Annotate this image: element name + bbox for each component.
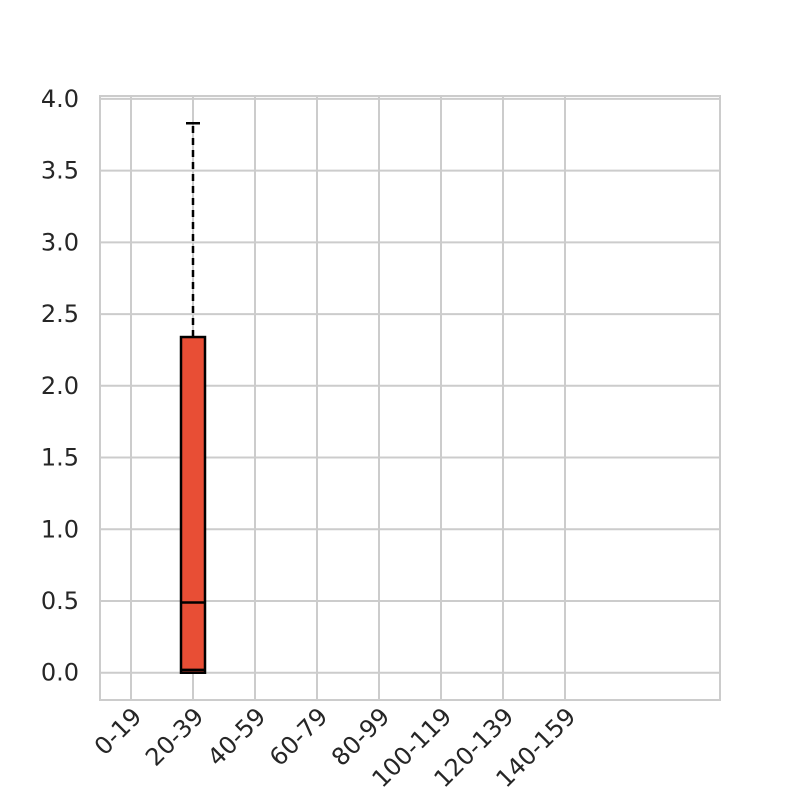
y-axis-tick-labels: 0.0 0.5 1.0 1.5 2.0 2.5 3.0 3.5 4.0 <box>41 85 79 687</box>
y-tick-label: 3.0 <box>41 228 79 256</box>
y-tick-label: 1.5 <box>41 444 79 472</box>
y-tick-label: 4.0 <box>41 85 79 113</box>
box-layer <box>179 122 207 674</box>
y-tick-label: 0.5 <box>41 587 79 615</box>
x-tick-label: 60-79 <box>264 702 333 771</box>
y-tick-label: 0.0 <box>41 659 79 687</box>
x-tick-label: 0-19 <box>89 702 147 760</box>
y-tick-label: 2.5 <box>41 300 79 328</box>
x-axis-tick-labels: 0-1920-3940-5960-7980-99100-119120-13914… <box>89 702 581 793</box>
box-body <box>179 335 207 674</box>
y-tick-label: 1.0 <box>41 515 79 543</box>
plot-frame <box>99 95 721 701</box>
y-tick-label: 3.5 <box>41 157 79 185</box>
plot-border <box>99 95 721 701</box>
y-tick-label: 2.0 <box>41 372 79 400</box>
x-tick-label: 20-39 <box>140 702 209 771</box>
grid-layer <box>100 96 720 700</box>
box-20-39 <box>179 122 207 674</box>
x-tick-label: 40-59 <box>202 702 271 771</box>
